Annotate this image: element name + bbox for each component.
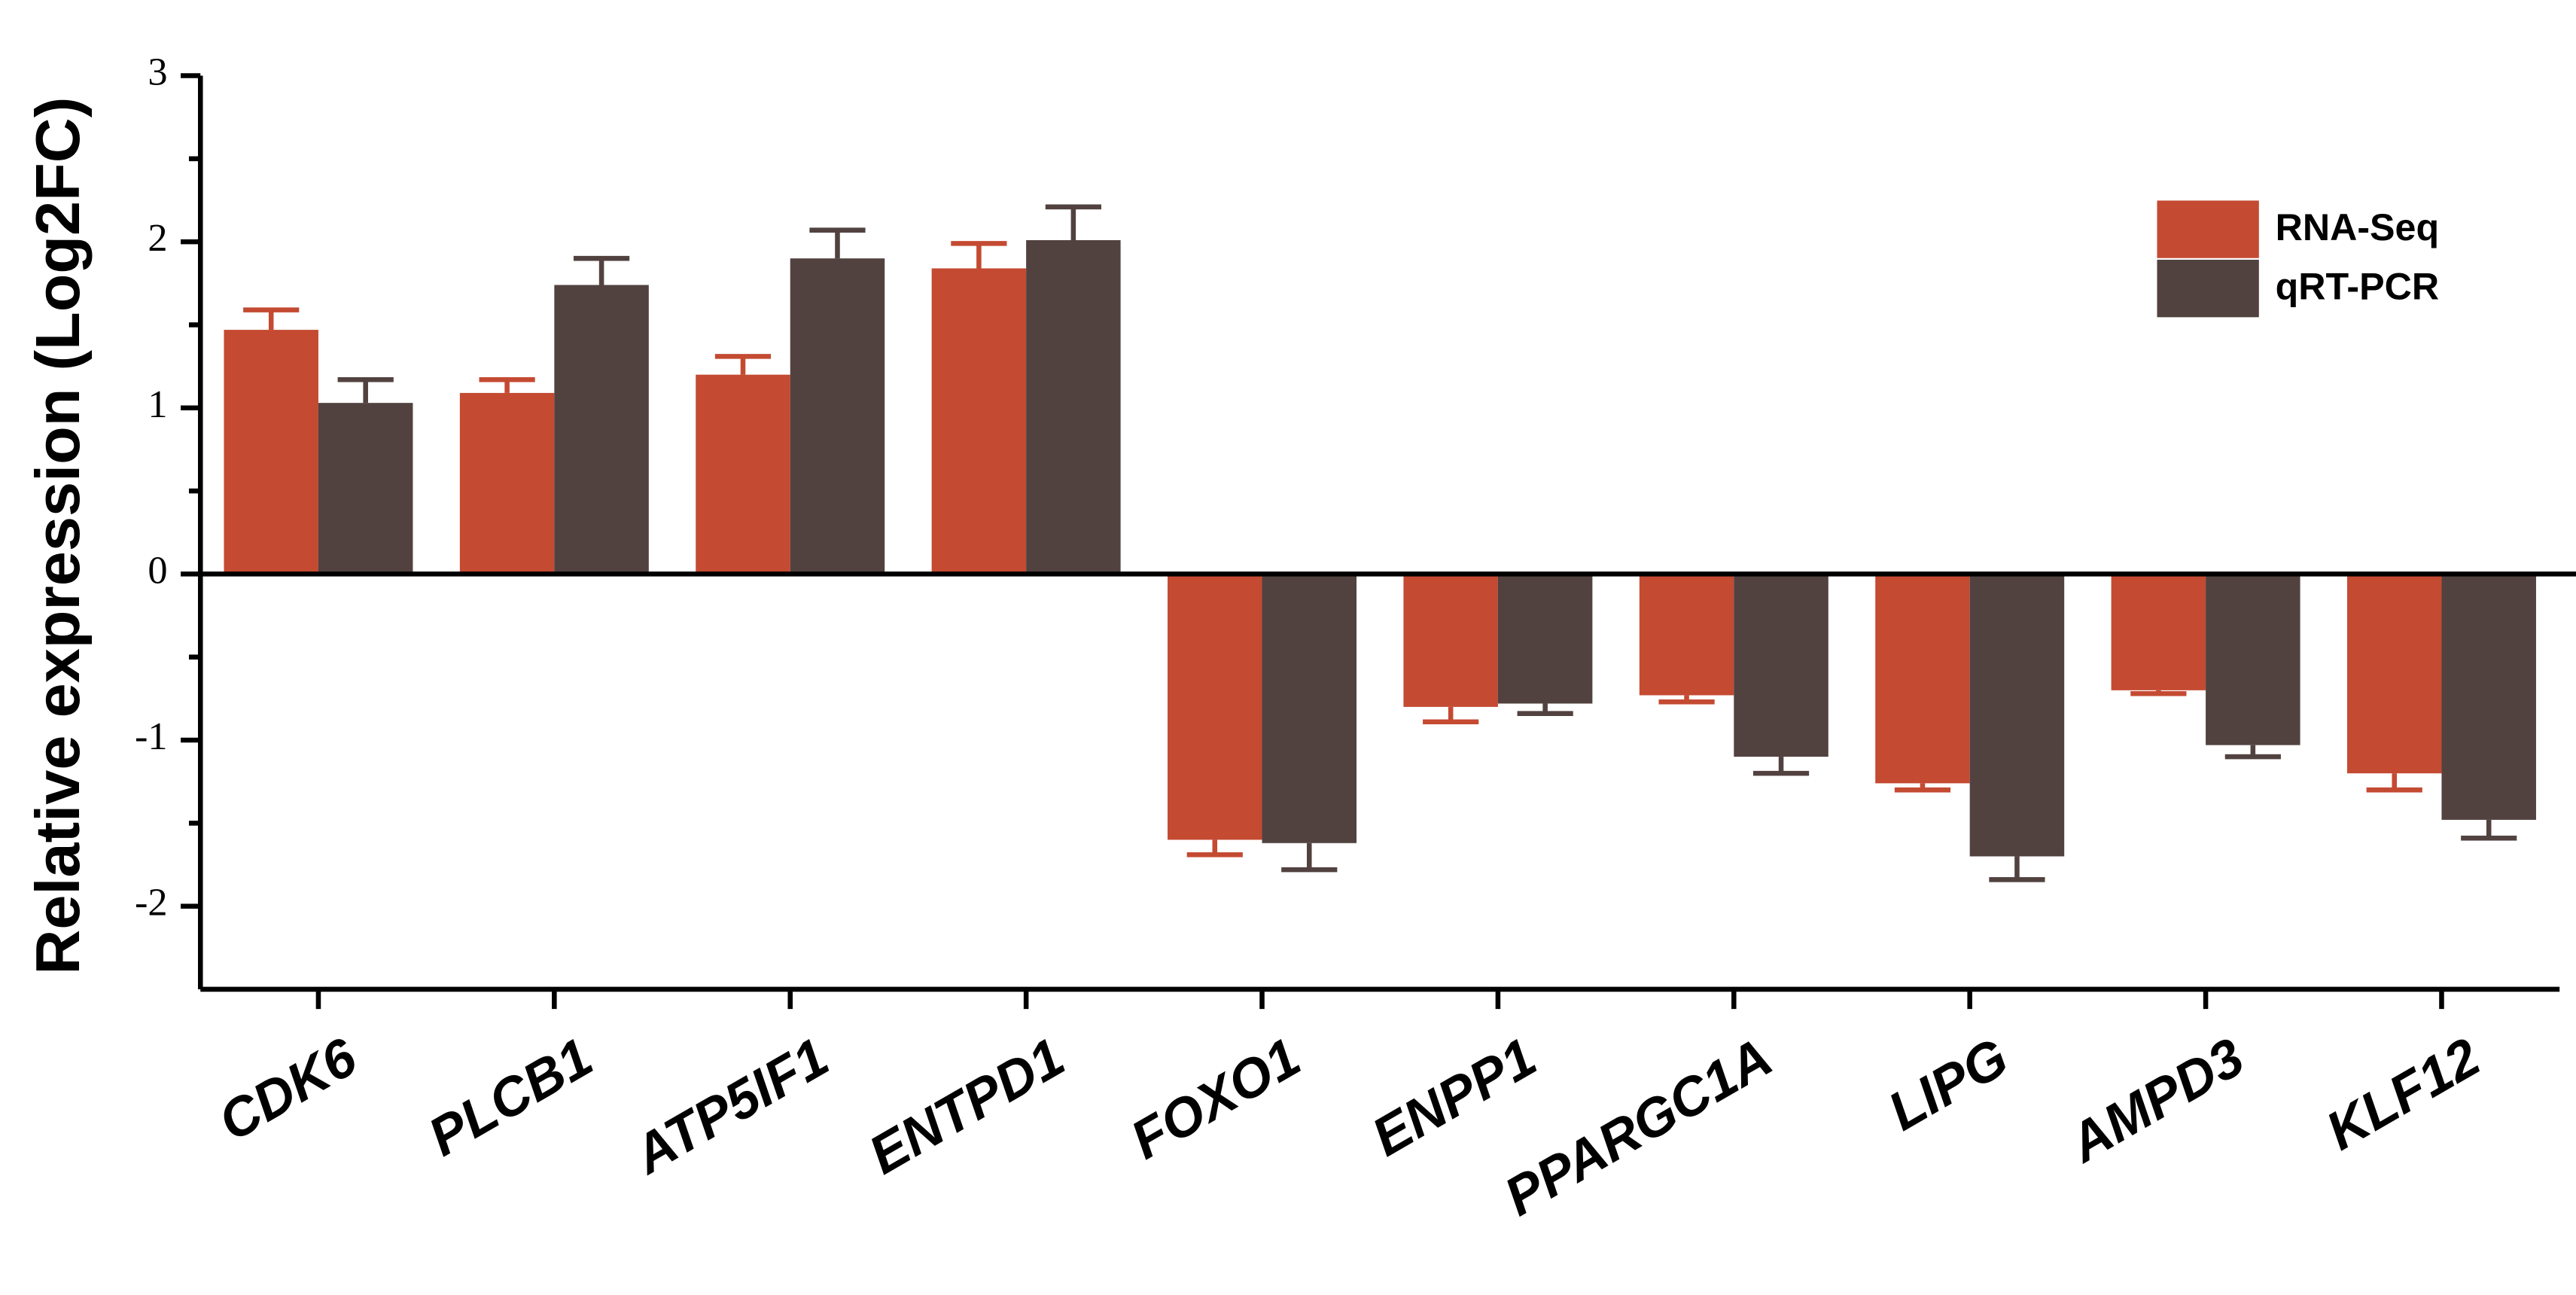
x-tick-label: LIPG	[1878, 1027, 2018, 1142]
x-tick-label: FOXO1	[1121, 1027, 1310, 1171]
y-tick-label: 0	[148, 548, 167, 592]
error-bar	[1894, 783, 1951, 793]
bar	[1168, 574, 1262, 840]
error-bar	[573, 255, 630, 285]
x-tick-label: KLF12	[2316, 1027, 2490, 1162]
error-bar	[809, 227, 866, 259]
bar	[696, 374, 790, 574]
bar	[1639, 574, 1734, 696]
y-tick-label: 3	[148, 50, 167, 94]
error-bar	[1186, 839, 1243, 858]
error-bar	[1658, 695, 1715, 705]
bar	[1026, 239, 1121, 574]
x-tick-label: PPARGC1A	[1495, 1027, 1783, 1228]
legend-label: RNA-Seq	[2276, 206, 2440, 248]
error-bar	[1045, 204, 1101, 240]
bar	[459, 392, 555, 574]
bar	[318, 403, 413, 574]
error-bar	[2130, 690, 2187, 696]
y-tick-label: -1	[135, 715, 168, 758]
bar	[931, 268, 1027, 574]
x-tick-label: PLCB1	[419, 1027, 602, 1168]
y-tick-label: 2	[148, 216, 167, 260]
legend-swatch	[2157, 200, 2259, 258]
bar	[790, 258, 885, 574]
bar	[224, 330, 318, 574]
bar	[2441, 574, 2536, 820]
y-tick-label: 1	[148, 382, 167, 426]
error-bar	[1423, 706, 1479, 725]
bar	[554, 285, 649, 574]
bar	[1969, 574, 2065, 857]
error-bar	[2224, 745, 2281, 760]
x-tick-label: ATP5IF1	[623, 1027, 839, 1187]
bar	[2206, 574, 2300, 745]
x-tick-label: ENTPD1	[859, 1027, 1074, 1186]
y-axis-label: Relative expression (Log2FC)	[23, 97, 93, 975]
error-bar	[2366, 773, 2422, 793]
bar	[1262, 574, 1357, 843]
legend-label: qRT-PCR	[2276, 266, 2439, 308]
error-bar	[1989, 856, 2045, 882]
legend-swatch	[2157, 259, 2259, 318]
error-bar	[479, 376, 535, 393]
error-bar	[951, 241, 1007, 269]
error-bar	[337, 376, 394, 404]
error-bar	[1281, 843, 1338, 873]
error-bar	[714, 354, 772, 375]
error-bar	[243, 307, 300, 331]
bar	[1734, 574, 1828, 757]
bar	[1403, 574, 1498, 707]
x-tick-label: CDK6	[209, 1026, 367, 1153]
error-bar	[2461, 819, 2517, 841]
error-bar	[1752, 757, 1810, 776]
bar	[2346, 574, 2442, 774]
x-tick-label: ENPP1	[1363, 1027, 1546, 1168]
bar	[1875, 574, 1970, 784]
x-tick-label: AMPD3	[2058, 1027, 2254, 1175]
bar	[1497, 574, 1593, 704]
bar	[2111, 574, 2206, 690]
y-tick-label: -2	[135, 881, 168, 925]
error-bar	[1517, 703, 1573, 716]
